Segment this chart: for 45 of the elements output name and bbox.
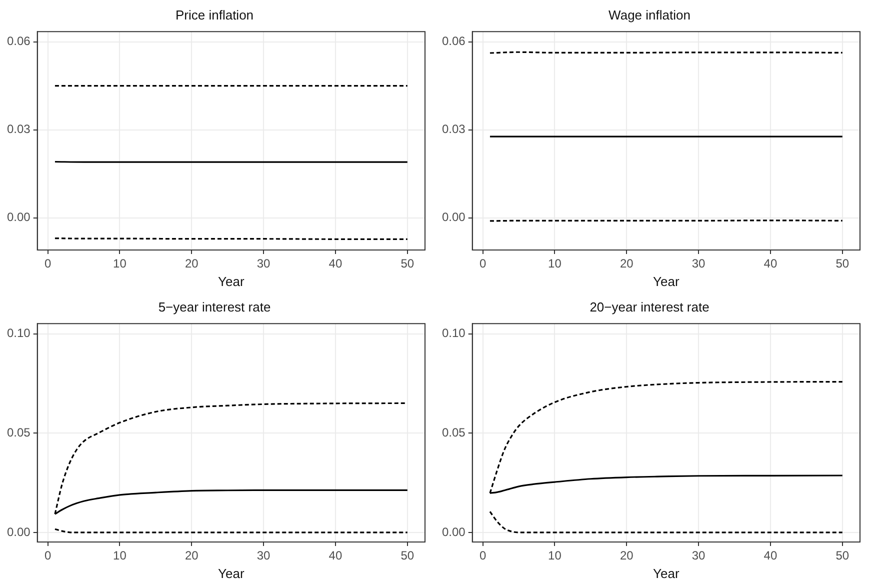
- y-tick-label: 0.06: [6, 34, 31, 48]
- y-tick-label: 0.05: [442, 426, 466, 440]
- x-tick-label: 20: [620, 548, 634, 563]
- chart-title: 20−year interest rate: [590, 299, 710, 314]
- x-tick-label: 30: [692, 548, 706, 563]
- x-axis-title: Year: [218, 566, 245, 581]
- x-tick-label: 40: [764, 548, 778, 563]
- chart-title: Wage inflation: [608, 7, 690, 22]
- y-tick-label: 0.05: [6, 426, 31, 440]
- y-tick-label: 0.03: [6, 122, 31, 136]
- x-tick-label: 10: [548, 256, 562, 271]
- chart-title: 5−year interest rate: [158, 299, 271, 314]
- x-axis-title: Year: [653, 274, 680, 289]
- x-tick-label: 40: [328, 548, 342, 563]
- x-tick-label: 20: [184, 256, 199, 271]
- x-axis-title: Year: [653, 566, 680, 581]
- x-tick-label: 50: [836, 548, 850, 563]
- y-tick-label: 0.00: [6, 524, 31, 539]
- x-tick-label: 20: [184, 548, 199, 563]
- x-tick-label: 0: [479, 256, 486, 271]
- x-tick-label: 10: [113, 548, 127, 563]
- x-axis-title: Year: [218, 274, 245, 289]
- x-tick-label: 50: [400, 256, 414, 271]
- x-tick-label: 0: [44, 256, 52, 271]
- x-tick-label: 0: [479, 548, 486, 563]
- x-tick-label: 30: [256, 256, 271, 271]
- x-tick-label: 10: [548, 548, 562, 563]
- x-tick-label: 50: [400, 548, 414, 563]
- y-tick-label: 0.10: [6, 326, 31, 340]
- y-tick-label: 0.03: [442, 122, 466, 136]
- x-tick-label: 50: [836, 256, 850, 271]
- y-tick-label: 0.00: [6, 210, 31, 224]
- x-tick-label: 40: [328, 256, 342, 271]
- x-tick-label: 0: [44, 548, 52, 563]
- y-tick-label: 0.00: [442, 210, 466, 224]
- line-series: [489, 510, 844, 534]
- y-tick-label: 0.06: [442, 34, 466, 48]
- x-tick-label: 10: [113, 256, 127, 271]
- chart-title: Price inflation: [175, 7, 254, 22]
- y-tick-label: 0.00: [442, 524, 466, 539]
- x-tick-label: 20: [620, 256, 634, 271]
- x-tick-label: 30: [692, 256, 706, 271]
- y-tick-label: 0.10: [442, 326, 466, 340]
- x-tick-label: 30: [256, 548, 271, 563]
- x-tick-label: 40: [764, 256, 778, 271]
